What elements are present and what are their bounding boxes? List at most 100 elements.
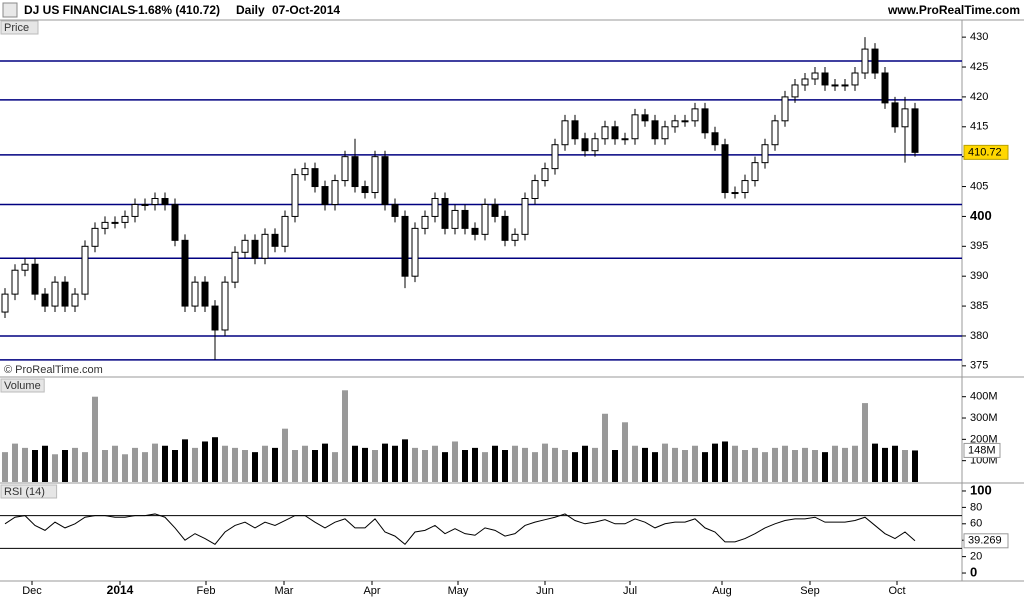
volume-bar [732,445,738,482]
candle-body [101,221,109,229]
volume-bar [402,439,408,482]
volume-bar [42,445,48,482]
volume-bar [562,450,568,482]
y-tick-label: 405 [970,180,988,192]
volume-bar [392,445,398,482]
volume-bar [182,439,188,482]
y-tick-label: 425 [970,61,988,73]
change: -1.68% (410.72) [134,3,220,17]
volume-bar [452,441,458,482]
candle-body [221,281,229,331]
candle-body [171,203,179,241]
volume-bar [172,450,178,482]
x-tick-label: 2014 [107,583,134,597]
candle-body [311,168,319,188]
candle-body [611,126,619,140]
candle-body [691,108,699,122]
candle-body [561,120,569,146]
candle-body [721,144,729,194]
candle-body [751,162,759,182]
volume-bar [802,447,808,482]
candle-body [241,239,249,253]
candle-body [341,156,349,182]
watermark: © ProRealTime.com [4,364,103,376]
candle-body [601,126,609,140]
x-tick-label: Oct [888,585,905,597]
volume-bar [202,441,208,482]
y-tick-label: 200M [970,433,998,445]
candle-body [271,233,279,247]
volume-bar [312,450,318,482]
volume-bar [892,445,898,482]
y-tick-label: 80 [970,501,982,513]
candle-body [121,215,129,223]
volume-bar [22,447,28,482]
volume-bar [532,452,538,482]
candle-body [901,108,909,128]
x-tick-label: Aug [712,585,732,597]
volume-bar [502,450,508,482]
volume-bar [332,452,338,482]
candle-body [251,239,259,259]
candle-body [81,245,89,295]
candle-body [441,198,449,229]
volume-bar [582,445,588,482]
volume-bar [232,447,238,482]
candle-body [151,198,159,205]
x-tick-label: May [448,585,469,597]
x-tick-label: Feb [197,585,216,597]
volume-bar [622,422,628,482]
candle-body [811,72,819,80]
volume-bar [492,445,498,482]
volume-bar [52,454,58,482]
panel-label: Volume [4,380,41,392]
volume-bar [752,447,758,482]
candle-body [391,203,399,217]
candle-body [661,126,669,140]
last-price-marker [963,144,1009,160]
volume-bar [352,445,358,482]
candle-body [351,156,359,188]
volume-bar [662,443,668,482]
volume-bar [242,450,248,482]
timeframe: Daily [236,3,265,17]
panel-label-bg [0,484,58,499]
volume-bar [692,445,698,482]
candle-body [1,293,9,313]
candle-body [111,221,119,224]
candle-body [911,108,919,153]
candle-body [621,138,629,141]
candle-body [291,174,299,217]
candle-body [521,198,529,235]
candle-body [791,84,799,98]
y-tick-label: 395 [970,240,988,252]
x-tick-label: Apr [363,585,380,597]
volume-bar [442,452,448,482]
volume-bar [282,428,288,482]
volume-bar [702,452,708,482]
volume-bar [12,443,18,482]
volume-bar [672,447,678,482]
panel-label-bg [0,378,45,393]
candle-body [741,180,749,194]
volume-bar [652,452,658,482]
volume-bar [572,452,578,482]
candle-body [161,198,169,205]
volume-bar [122,454,128,482]
y-tick-label: 20 [970,551,982,563]
volume-bar [62,450,68,482]
candle-body [181,239,189,307]
volume-bar [152,443,158,482]
volume-bar [82,452,88,482]
candle-body [71,293,79,307]
date: 07-Oct-2014 [272,3,340,17]
candle-body [321,186,329,205]
candle-body [91,227,99,247]
y-tick-label: 385 [970,300,988,312]
volume-bar [552,447,558,482]
candle-body [451,209,459,229]
candle-body [511,233,519,241]
candle-body [531,180,539,200]
candle-body [551,144,559,170]
